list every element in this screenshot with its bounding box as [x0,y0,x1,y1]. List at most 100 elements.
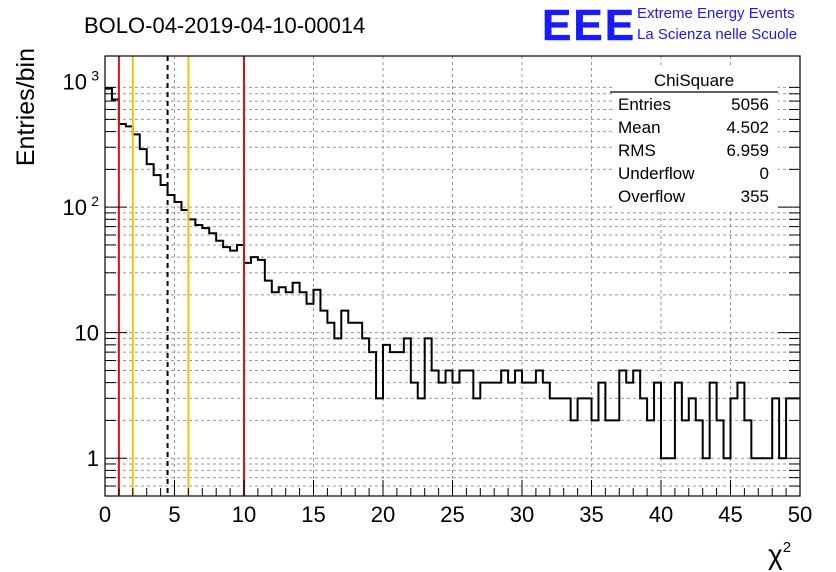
chart-title: BOLO-04-2019-04-10-00014 [84,13,365,38]
histogram-bin [334,338,341,496]
histogram-bin [703,458,710,496]
histogram-bin [564,398,571,496]
histogram-bin [466,370,473,496]
histogram-bin [480,383,487,496]
reference-lines [117,56,245,496]
x-tick-label: 10 [232,502,256,527]
histogram-bin [237,245,244,496]
histogram-bin [244,263,251,496]
histogram-bin [550,398,557,496]
logo-text: EEE [542,1,636,50]
logo-line-1: Extreme Energy Events [637,5,795,22]
histogram-bin [425,338,432,496]
histogram-bin [369,352,376,496]
histogram-bin [696,420,703,496]
histogram-bin [585,398,592,496]
histogram-bin [112,100,119,496]
x-tick-label: 25 [440,502,464,527]
x-tick-label: 15 [301,502,325,527]
histogram-bin [404,338,411,496]
histogram-bin [731,398,738,496]
histogram-bin [105,89,112,496]
histogram-bin [744,420,751,496]
histogram-bin [647,420,654,496]
x-axis-label: χ2 [768,539,791,570]
stats-rms-label: RMS [618,141,656,160]
y-tick-label-base: 10 [63,70,87,95]
histogram-bin [592,420,599,496]
x-tick-label: 35 [579,502,603,527]
histogram-bin [473,398,480,496]
histogram-bin [459,370,466,496]
histogram-bin [626,383,633,496]
stats-title: ChiSquare [654,71,734,90]
histogram-bin [251,257,258,496]
histogram-bin [453,383,460,496]
x-tick-label: 20 [371,502,395,527]
x-tick-label: 0 [99,502,111,527]
histogram-bin [717,420,724,496]
histogram-bin [376,398,383,496]
histogram-bin [668,458,675,496]
y-tick-label-exponent: 3 [91,68,99,84]
histogram-bin [779,458,786,496]
histogram-bin [758,458,765,496]
histogram-bin [209,233,216,496]
y-tick-label: 10 [63,195,87,220]
histogram-bin [307,304,314,496]
histogram-bin [418,398,425,496]
histogram-bin [751,458,758,496]
histogram-bin [439,383,446,496]
histogram-bin [557,398,564,496]
stats-entries-label: Entries [618,95,671,114]
histogram-bin [654,383,661,496]
histogram-bin [119,124,126,496]
histogram-bin [341,311,348,496]
histogram-bin [300,292,307,496]
histogram-bin [522,383,529,496]
histogram-bin [598,383,605,496]
stats-rms-value: 6.959 [726,141,769,160]
histogram-bin [314,290,321,496]
y-tick-label: 10 [75,321,99,346]
histogram-bin [286,292,293,496]
histogram-bin [612,420,619,496]
histogram-bin [293,283,300,496]
histogram-bin [272,292,279,496]
y-tick-label: 1 [87,446,99,471]
histogram-bin [195,225,202,496]
stats-overflow-label: Overflow [618,187,686,206]
histogram-bin [279,287,286,496]
histogram-bin [397,352,404,496]
stats-mean-value: 4.502 [726,118,769,137]
histogram-bin [487,383,494,496]
histogram-bin [362,338,369,496]
histogram-bin [216,241,223,496]
stats-entries-value: 5056 [731,95,769,114]
histogram-bin [515,370,522,496]
y-tick-label: 10 [63,70,87,95]
histogram-bin [168,195,175,496]
histogram-bin [571,420,578,496]
histogram-bin [793,398,800,496]
histogram-bin [508,383,515,496]
histogram-bin [536,370,543,496]
histogram-bin [640,398,647,496]
y-axis-label: Entries/bin [12,48,40,166]
histogram-bin [147,164,154,496]
histogram-bin [258,260,265,496]
histogram-bin [605,420,612,496]
histogram-bin [411,383,418,496]
eee-logo: EEE Extreme Energy Events La Scienza nel… [542,1,797,51]
histogram-bin [724,458,731,496]
x-tick-label: 30 [510,502,534,527]
x-axis-label-base: χ [768,539,783,570]
histogram-bin [355,323,362,496]
axis-ticks [104,86,801,496]
histogram-bin [501,370,508,496]
histogram-line [105,87,800,460]
histogram-bin [494,383,501,496]
x-tick-label: 45 [718,502,742,527]
histogram-bin [543,383,550,496]
